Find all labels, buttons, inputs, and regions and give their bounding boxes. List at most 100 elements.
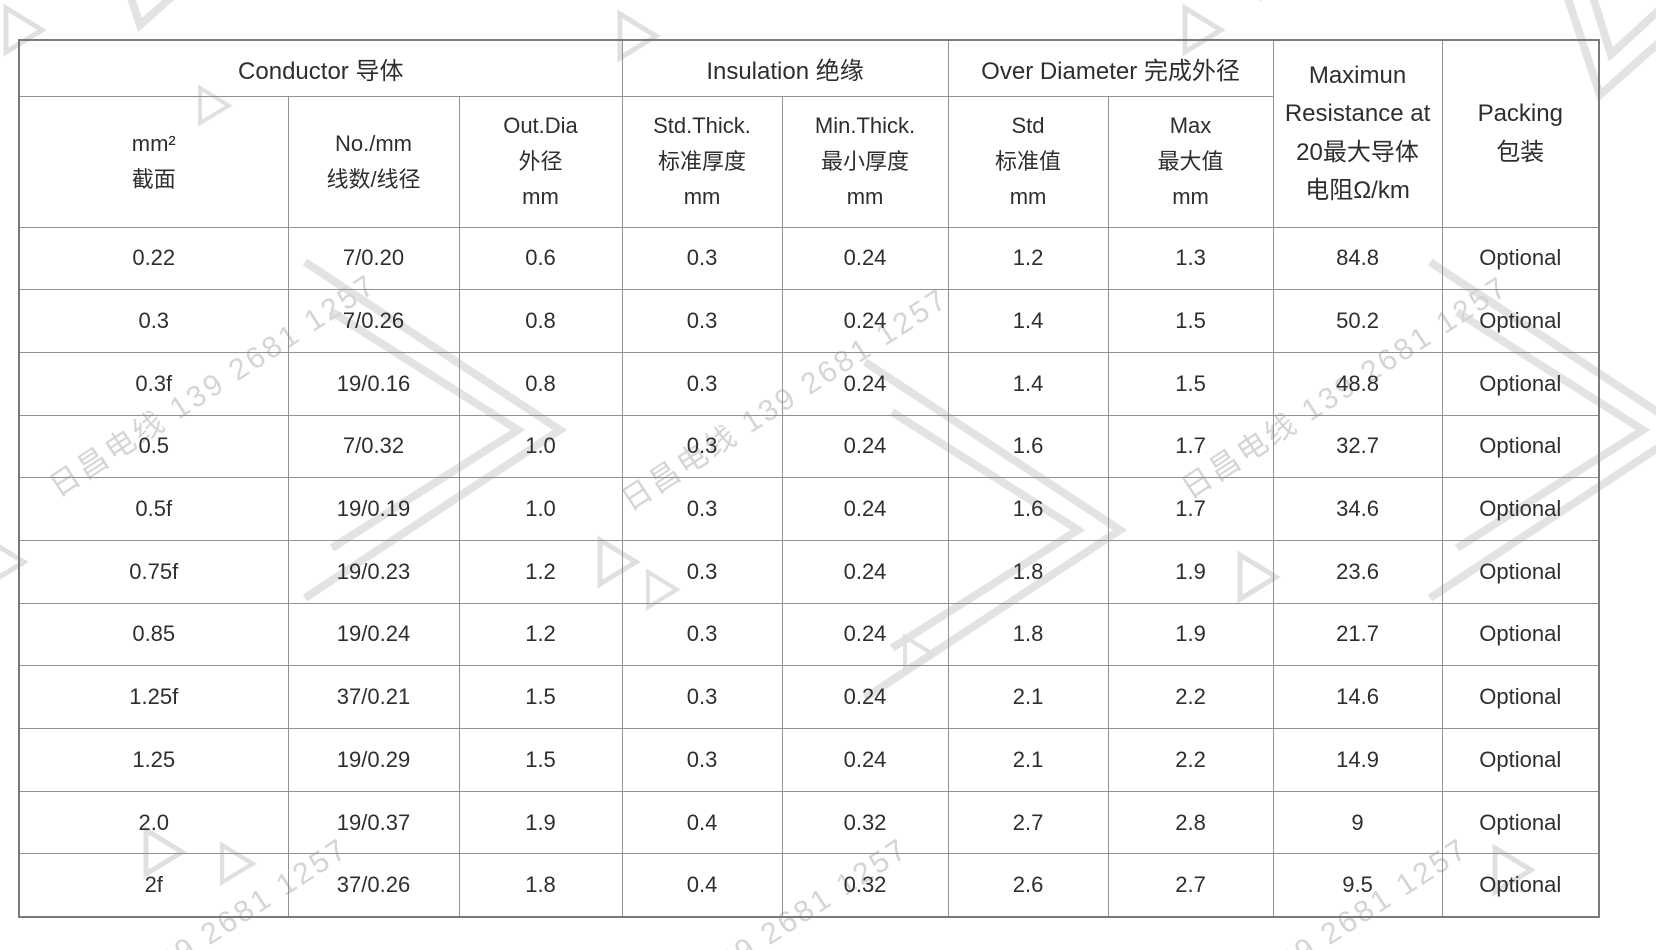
table-cell: 0.3: [621, 728, 783, 792]
table-cell: 0.24: [781, 226, 949, 291]
table-cell: 1.5: [1107, 289, 1274, 353]
table-cell: 32.7: [1272, 414, 1443, 479]
table-row: 0.5 7/0.32 1.0 0.3 0.24 1.6 1.7 32.7 Optional: [18, 414, 1600, 479]
table-cell: 0.3: [621, 665, 783, 729]
table-cell: 2.8: [1107, 790, 1274, 855]
table-cell: 1.8: [947, 539, 1109, 604]
column-subheader: Std 标准值 mm: [947, 95, 1109, 228]
table-cell: 1.8: [947, 602, 1109, 667]
table-cell: 0.24: [781, 289, 949, 353]
table-cell: 0.3: [621, 477, 783, 541]
table-cell: Optional: [1441, 414, 1600, 479]
column-subheader: Out.Dia 外径 mm: [458, 95, 623, 228]
table-cell: 0.75f: [18, 539, 289, 604]
table-cell: 1.5: [1107, 351, 1274, 416]
table-cell: Optional: [1441, 728, 1600, 792]
table-cell: 0.24: [781, 665, 949, 729]
table-cell: Optional: [1441, 665, 1600, 729]
column-header: Maximun Resistance at 20最大导体 电阻Ω/km: [1272, 39, 1443, 228]
table-row: 0.85 19/0.24 1.2 0.3 0.24 1.8 1.9 21.7 Optional: [18, 602, 1600, 667]
column-subheader: No./mm 线数/线径: [287, 95, 460, 228]
column-group-header: Conductor 导体: [18, 39, 623, 97]
table-cell: 50.2: [1272, 289, 1443, 353]
table-cell: 1.6: [947, 477, 1109, 541]
table-cell: 2.7: [1107, 853, 1274, 918]
table-cell: 1.25f: [18, 665, 289, 729]
table-cell: 19/0.23: [287, 539, 460, 604]
table-row: 1.25 19/0.29 1.5 0.3 0.24 2.1 2.2 14.9 Optional: [18, 728, 1600, 792]
table-cell: 34.6: [1272, 477, 1443, 541]
table-cell: 1.0: [458, 477, 623, 541]
table-cell: 19/0.29: [287, 728, 460, 792]
table-cell: 0.3: [621, 351, 783, 416]
table-cell: Optional: [1441, 226, 1600, 291]
table-cell: 0.3: [621, 602, 783, 667]
table-cell: Optional: [1441, 477, 1600, 541]
table-cell: 0.32: [781, 790, 949, 855]
column-subheader: Std.Thick. 标准厚度 mm: [621, 95, 783, 228]
table-cell: 0.5f: [18, 477, 289, 541]
table-cell: 2f: [18, 853, 289, 918]
table-cell: Optional: [1441, 602, 1600, 667]
table-cell: 0.8: [458, 289, 623, 353]
table-cell: 0.24: [781, 602, 949, 667]
table-cell: 1.5: [458, 665, 623, 729]
table-row: 0.22 7/0.20 0.6 0.3 0.24 1.2 1.3 84.8 Optional: [18, 226, 1600, 291]
table-cell: 14.9: [1272, 728, 1443, 792]
table-cell: 7/0.26: [287, 289, 460, 353]
table-cell: 19/0.16: [287, 351, 460, 416]
table-cell: 37/0.21: [287, 665, 460, 729]
table-cell: 0.32: [781, 853, 949, 918]
table-cell: 0.24: [781, 728, 949, 792]
table-cell: 19/0.37: [287, 790, 460, 855]
table-cell: 0.22: [18, 226, 289, 291]
table-cell: 0.24: [781, 351, 949, 416]
table-cell: 14.6: [1272, 665, 1443, 729]
table-cell: Optional: [1441, 289, 1600, 353]
column-subheader: Min.Thick. 最小厚度 mm: [781, 95, 949, 228]
column-group-header: Over Diameter 完成外径: [947, 39, 1274, 97]
table-cell: Optional: [1441, 853, 1600, 918]
column-header: Packing 包装: [1441, 39, 1600, 228]
table-row: 1.25f 37/0.21 1.5 0.3 0.24 2.1 2.2 14.6 Optional: [18, 665, 1600, 729]
table-cell: 0.24: [781, 477, 949, 541]
table-cell: 48.8: [1272, 351, 1443, 416]
table-cell: 9: [1272, 790, 1443, 855]
table-cell: 84.8: [1272, 226, 1443, 291]
table-cell: Optional: [1441, 790, 1600, 855]
table-cell: 0.6: [458, 226, 623, 291]
table-cell: 0.3: [621, 226, 783, 291]
table-cell: 2.1: [947, 665, 1109, 729]
table-cell: 7/0.20: [287, 226, 460, 291]
table-cell: 1.2: [947, 226, 1109, 291]
table-cell: 1.25: [18, 728, 289, 792]
table-cell: 1.4: [947, 351, 1109, 416]
table-cell: 0.24: [781, 414, 949, 479]
table-cell: 19/0.19: [287, 477, 460, 541]
table-cell: 23.6: [1272, 539, 1443, 604]
table-cell: 2.6: [947, 853, 1109, 918]
table-cell: 0.85: [18, 602, 289, 667]
table-cell: 1.2: [458, 539, 623, 604]
table-cell: 1.7: [1107, 477, 1274, 541]
cable-spec-table: Conductor 导体 Insulation 绝缘 Over Diameter 完…: [18, 39, 1601, 918]
table-cell: 1.3: [1107, 226, 1274, 291]
table-row: 0.75f 19/0.23 1.2 0.3 0.24 1.8 1.9 23.6 Optional: [18, 539, 1600, 604]
table-cell: 2.7: [947, 790, 1109, 855]
table-cell: 0.4: [621, 790, 783, 855]
table-cell: 7/0.32: [287, 414, 460, 479]
table-cell: 0.3: [621, 414, 783, 479]
table-row: 0.3f 19/0.16 0.8 0.3 0.24 1.4 1.5 48.8 Optional: [18, 351, 1600, 416]
table-cell: 0.24: [781, 539, 949, 604]
table-cell: 1.6: [947, 414, 1109, 479]
table-cell: 0.3f: [18, 351, 289, 416]
table-row: 2.0 19/0.37 1.9 0.4 0.32 2.7 2.8 9 Optional: [18, 790, 1600, 855]
table-cell: 9.5: [1272, 853, 1443, 918]
table-row: 0.3 7/0.26 0.8 0.3 0.24 1.4 1.5 50.2 Optional: [18, 289, 1600, 353]
table-cell: 2.2: [1107, 728, 1274, 792]
table-cell: 1.2: [458, 602, 623, 667]
table-cell: 2.2: [1107, 665, 1274, 729]
table-cell: 1.5: [458, 728, 623, 792]
table-cell: 0.5: [18, 414, 289, 479]
table-cell: 21.7: [1272, 602, 1443, 667]
